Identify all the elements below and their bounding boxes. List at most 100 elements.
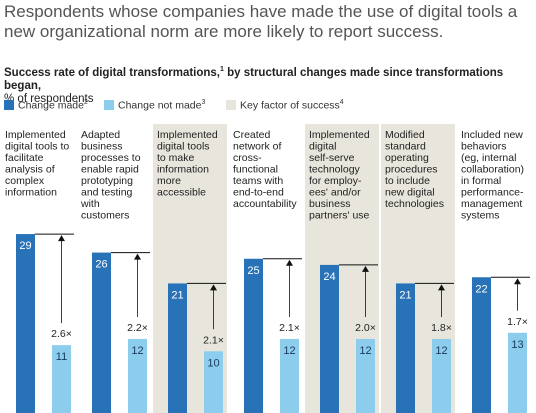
legend-label-key-factor: Key factor of success4 [240, 99, 344, 112]
bar-change-not-made [128, 338, 147, 413]
chart-title-text: Success rate of digital transformations, [4, 66, 221, 79]
arrow-head [362, 265, 369, 272]
bar-change-made [244, 258, 263, 413]
bar-value-change-made: 26 [95, 259, 107, 271]
category-label-line: cross- [233, 152, 262, 164]
category-label-line: Created [233, 129, 271, 141]
category-label-line: processes to [81, 152, 141, 164]
chart-subtitle: Success rate of digital transformations,… [4, 63, 532, 106]
category-label-line: new digital [385, 187, 435, 199]
category-label-line: information [5, 187, 57, 199]
category-label: Implemented digital tools to facilitate ana… [5, 129, 69, 199]
category-label-line: prototyping [81, 175, 133, 187]
category-label-line: collaboration) [461, 164, 524, 176]
headline: Respondents whose companies have made th… [4, 2, 518, 41]
bar-value-change-made: 24 [323, 271, 335, 283]
category-label-line: partners' use [309, 210, 370, 222]
bar-value-change-not-made: 10 [207, 357, 219, 369]
category-label-line: digital [309, 141, 336, 153]
legend-item-change-made: Change made2 [4, 99, 88, 112]
bar-change-made [168, 283, 187, 413]
bar-change-not-made [52, 345, 71, 413]
category-label-line: and testing [81, 187, 133, 199]
category-label-line: operating [385, 152, 429, 164]
category-label-line: functional [233, 164, 278, 176]
legend-label-text: Change made [18, 99, 84, 112]
legend-swatch-change-made [4, 100, 14, 111]
category-label-line: Modified [385, 129, 425, 141]
category-label-line: Implemented [157, 129, 218, 141]
bar-change-not-made [204, 351, 223, 413]
multiplier-label: 2.6× [51, 328, 72, 340]
category-label-line: business [309, 198, 350, 210]
chart-title: Success rate of digital transformations,… [4, 66, 504, 92]
category-label-line: accountability [233, 198, 297, 210]
bar-change-not-made [508, 332, 527, 413]
category-label-line: analysis of [5, 164, 55, 176]
bar-change-made [396, 283, 415, 413]
bar-change-made [320, 264, 339, 413]
multiplier-label: 1.7× [507, 316, 528, 328]
category-label-line: procedures [385, 164, 438, 176]
multiplier-label: 2.1× [203, 334, 224, 346]
arrow-head [134, 253, 141, 260]
arrow-head [210, 284, 217, 291]
category-label-line: to include [385, 175, 430, 187]
legend-note: 3 [201, 99, 206, 106]
category-label-line: Included new [461, 129, 523, 141]
multiplier-label: 2.2× [127, 322, 148, 334]
legend-note: 4 [339, 99, 344, 106]
multiplier-label: 2.0× [355, 322, 376, 334]
legend-item-change-not-made: Change not made3 [104, 99, 205, 112]
category-label-line: in formal [461, 175, 501, 187]
bar-value-change-made: 22 [475, 283, 487, 295]
bar-value-change-not-made: 12 [359, 345, 371, 357]
bar-value-change-not-made: 12 [131, 345, 143, 357]
arrow-head [286, 259, 293, 266]
category-label: Included new behaviors (eg, internal collab… [461, 129, 524, 222]
bar-value-change-not-made: 12 [283, 345, 295, 357]
category-label-line: technology [309, 164, 361, 176]
category-label-line: Implemented [309, 129, 370, 141]
category-label-line: accessible [157, 187, 206, 199]
legend-note: 2 [83, 99, 88, 106]
chart-title-rest: by structural changes made since transfo… [4, 66, 504, 92]
category-label-line: complex [5, 175, 45, 187]
legend-label-text: Change not made [118, 99, 202, 112]
category-label-line: information [157, 164, 209, 176]
legend-label-change-not-made: Change not made3 [118, 99, 205, 112]
category-label-line: with [80, 198, 100, 210]
bar-value-change-made: 29 [19, 240, 31, 252]
category-label-line: Adapted [81, 129, 120, 141]
bar-value-change-not-made: 13 [511, 339, 523, 351]
category-label-line: digital tools to [5, 141, 69, 153]
legend: Change made2 Change not made3 Key factor… [4, 99, 532, 112]
bar-change-made [472, 277, 491, 413]
category-label: Modified standard operating procedures to in… [385, 129, 444, 210]
chart-unit: % of respondents [4, 92, 94, 105]
legend-label-text: Key factor of success [240, 99, 340, 112]
category-label: Adapted business processes to enable rapid p… [80, 129, 141, 222]
category-label-line: enable rapid [81, 164, 139, 176]
category-label-line: (eg, internal [461, 152, 516, 164]
category-label: Implemented digital self-serve technology fo… [309, 129, 370, 222]
category-label: Created network of cross-functional teams w… [233, 129, 297, 210]
bar-change-made [92, 252, 111, 413]
category-label-line: end-to-end [233, 187, 284, 199]
chart-title-note: 1 [220, 66, 224, 73]
multiplier-label: 2.1× [279, 322, 300, 334]
legend-swatch-key-factor [226, 100, 236, 111]
category-label-line: teams with [233, 175, 283, 187]
category-label-line: Implemented [5, 129, 66, 141]
category-label-line: to make [157, 152, 195, 164]
category-label-line: digital tools [157, 141, 210, 153]
legend-item-key-factor: Key factor of success4 [226, 99, 344, 112]
bar-change-not-made [356, 338, 375, 413]
bar-value-change-not-made: 12 [435, 345, 447, 357]
category-label-line: behaviors [461, 141, 507, 153]
category-label-line: ees' and/or [309, 187, 361, 199]
arrow-head [514, 278, 521, 285]
bar-change-made [16, 234, 35, 413]
category-label-line: systems [461, 210, 500, 222]
